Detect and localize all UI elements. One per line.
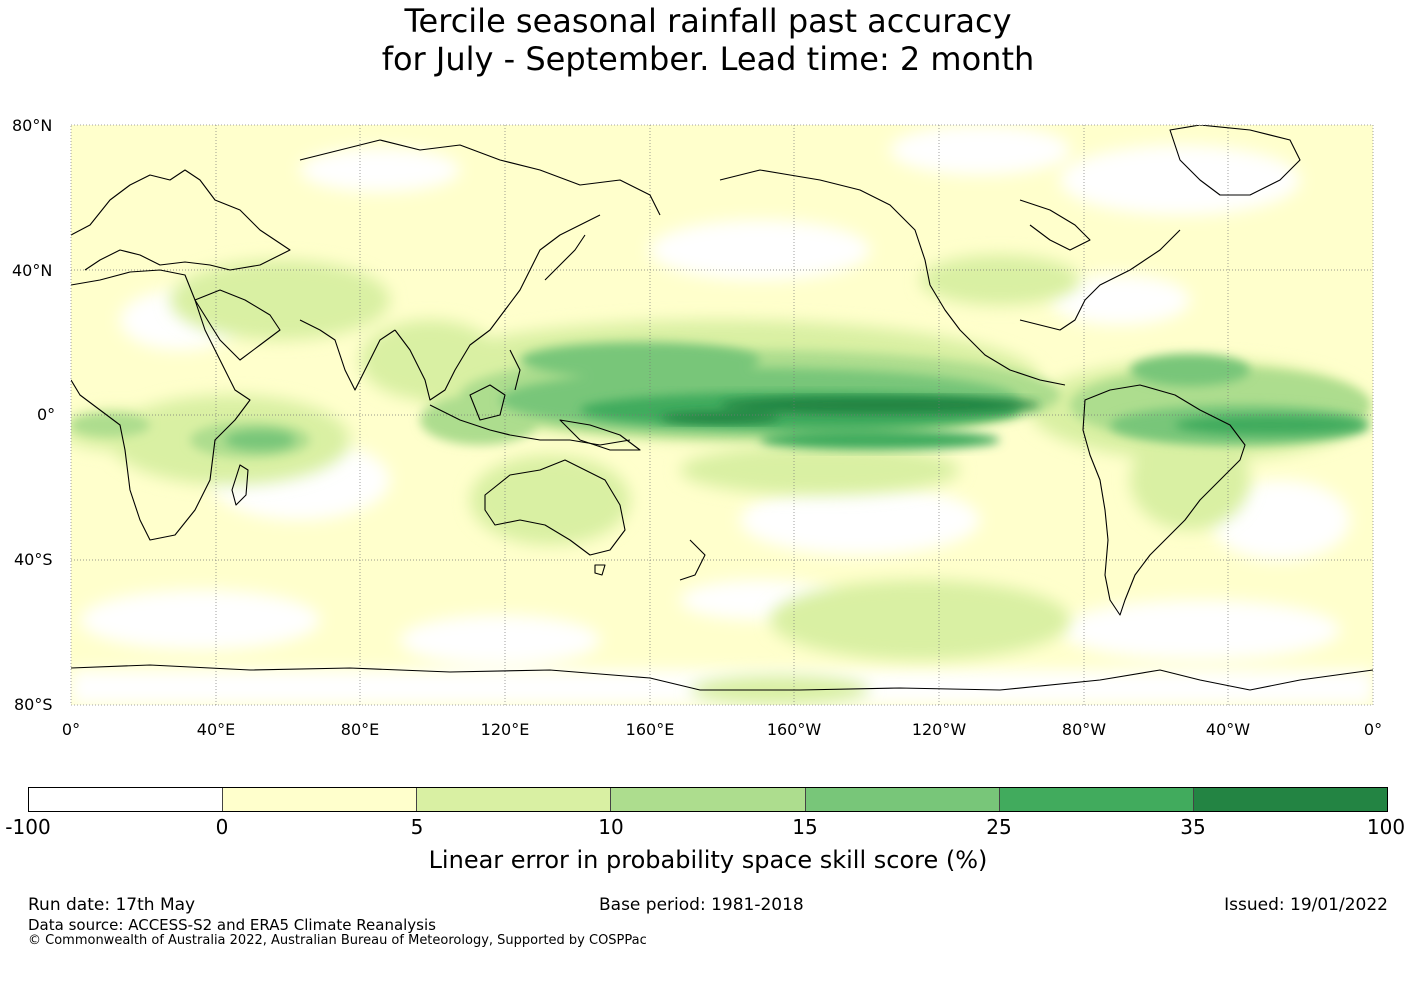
base-period: Base period: 1981-2018: [599, 895, 804, 915]
antarctica-outline: [71, 664, 1373, 691]
colorbar-segment-6: [999, 788, 1194, 811]
colorbar-segment-4: [611, 788, 806, 811]
colorbar-segment-2: [223, 788, 418, 811]
issued-date: Issued: 19/01/2022: [1224, 895, 1388, 915]
greenland-outline: [1169, 125, 1301, 196]
lat-label-40n: 40°N: [12, 261, 53, 280]
lon-label-40w: 40°W: [1205, 720, 1251, 739]
north-america-east-coast: [1019, 229, 1181, 331]
lat-label-40s: 40°S: [14, 550, 53, 569]
lat-label-80s: 80°S: [14, 695, 53, 714]
alaska-outline: [719, 169, 931, 286]
japan-outline: [544, 234, 586, 281]
lon-label-0-west: 0°: [61, 720, 81, 739]
map-field: [71, 125, 1373, 705]
colorbar-tick-3: 5: [410, 815, 424, 839]
arabia-outline: [194, 289, 281, 361]
map-title: Tercile seasonal rainfall past accuracy …: [0, 2, 1416, 78]
copyright: © Commonwealth of Australia 2022, Austra…: [28, 933, 647, 948]
title-line-2: for July - September. Lead time: 2 month: [381, 40, 1035, 78]
lat-label-0: 0°: [37, 405, 56, 424]
hudson-bay-outline: [1019, 199, 1091, 251]
colorbar-segment-1: [29, 788, 224, 811]
lon-label-160e: 160°E: [625, 720, 675, 739]
colorbar-tick-7: 35: [1180, 815, 1206, 839]
title-line-1: Tercile seasonal rainfall past accuracy: [404, 2, 1012, 40]
lon-label-0-east: 0°: [1363, 720, 1383, 739]
coastlines: [71, 125, 1373, 691]
lon-label-120e: 120°E: [480, 720, 530, 739]
colorbar-tick-5: 15: [792, 815, 818, 839]
europe-outline: [71, 169, 291, 271]
colorbar-tick-1: -100: [5, 815, 51, 839]
lon-label-80e: 80°E: [340, 720, 380, 739]
map-frame: [70, 124, 1374, 706]
data-source: Data source: ACCESS-S2 and ERA5 Climate …: [28, 916, 436, 934]
india-outline: [299, 319, 396, 391]
run-date: Run date: 17th May: [28, 895, 196, 915]
east-asia-outline: [394, 214, 601, 401]
colorbar-segment-3: [417, 788, 612, 811]
madagascar-outline: [231, 464, 249, 506]
indonesia-outline: [429, 404, 631, 446]
south-america-outline: [1082, 384, 1246, 616]
lon-label-120w: 120°W: [911, 720, 967, 739]
africa-outline: [71, 269, 251, 541]
colorbar-tick-8: 100: [1366, 815, 1406, 839]
skill-score-map: [70, 124, 1374, 706]
siberia-outline: [299, 139, 661, 216]
colorbar-tick-2: 0: [215, 815, 229, 839]
tasmania-outline: [594, 564, 606, 576]
colorbar-tick-4: 10: [598, 815, 624, 839]
lon-label-40e: 40°E: [196, 720, 236, 739]
new-zealand-outline: [679, 539, 706, 581]
colorbar-label: Linear error in probability space skill …: [428, 846, 988, 874]
philippines-outline: [509, 349, 521, 391]
lat-label-80n: 80°N: [12, 116, 53, 135]
colorbar-tick-6: 25: [986, 815, 1012, 839]
gridlines: [71, 125, 1373, 705]
lon-label-80w: 80°W: [1061, 720, 1107, 739]
colorbar-segment-5: [805, 788, 1000, 811]
colorbar-segment-7: [1193, 788, 1387, 811]
north-america-west-coast: [929, 284, 1066, 386]
borneo-outline: [469, 384, 506, 421]
colorbar: [28, 787, 1388, 812]
new-guinea-outline: [559, 419, 641, 451]
australia-outline: [484, 459, 626, 556]
lon-label-160w: 160°W: [766, 720, 822, 739]
